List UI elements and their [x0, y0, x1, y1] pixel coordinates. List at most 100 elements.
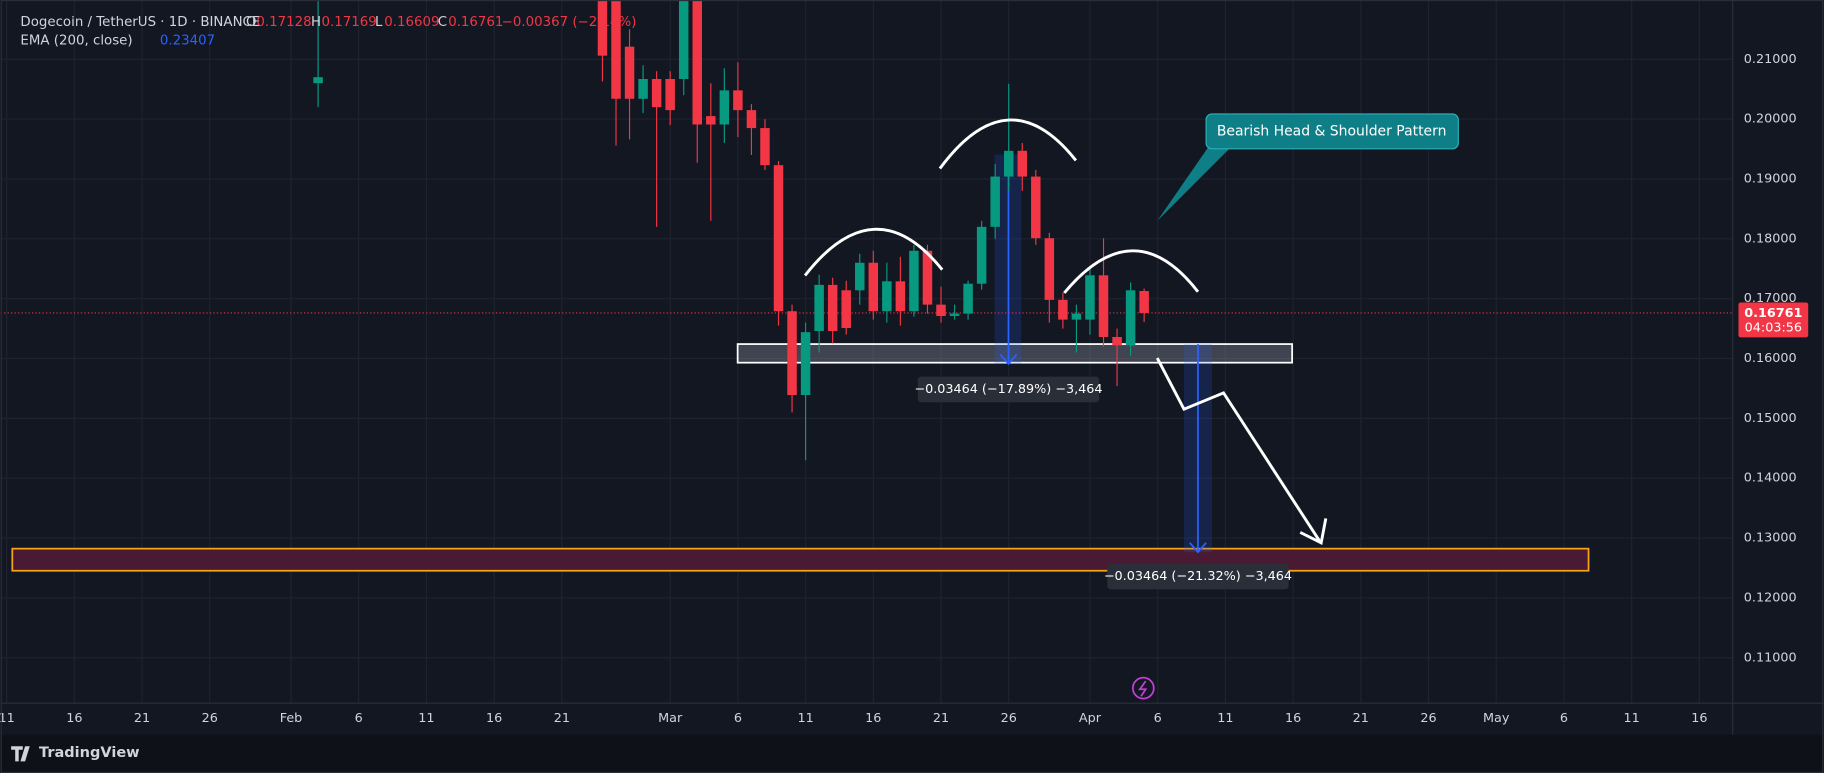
- x-tick-label: May: [1483, 711, 1510, 726]
- candle-body: [949, 313, 960, 317]
- support-zone: [736, 343, 1293, 364]
- measure-arrow: [1189, 542, 1207, 554]
- event-icon[interactable]: [1131, 676, 1155, 700]
- ohlc-label: C: [438, 15, 447, 30]
- ohlc-label: L: [375, 15, 383, 30]
- x-tick-label: 21: [933, 711, 949, 726]
- candle-body: [1003, 150, 1014, 177]
- measure-arrow: [999, 353, 1018, 366]
- last-price-label: 0.16761: [1744, 306, 1802, 321]
- axes: 0.11000 0.12000 0.13000 0.14000 0.15000 0.160…: [0, 52, 1809, 726]
- candle-body: [773, 165, 784, 312]
- grid: [0, 0, 1733, 704]
- candle-body: [976, 226, 987, 284]
- y-tick-label: 0.20000: [1744, 112, 1797, 127]
- x-tick-label: 21: [554, 711, 570, 726]
- x-tick-label: 11: [1217, 711, 1233, 726]
- y-tick-label: 0.11000: [1744, 650, 1797, 665]
- countdown-label: 04:03:56: [1745, 321, 1802, 336]
- x-tick-label: Mar: [658, 711, 683, 726]
- y-tick-label: 0.18000: [1744, 231, 1797, 246]
- candle-body: [1112, 336, 1122, 346]
- x-tick-label: 16: [486, 711, 502, 726]
- symbol-title: Dogecoin / TetherUS · 1D · BINANCE: [20, 15, 260, 30]
- target-zone: [11, 547, 1590, 572]
- candle-body: [1085, 275, 1095, 320]
- candle-body: [1071, 313, 1082, 320]
- candle-body: [909, 250, 919, 312]
- candle-body: [841, 290, 851, 328]
- candle-body: [746, 110, 757, 129]
- indicator-value: 0.23407: [160, 34, 215, 49]
- ohlc-value: 0.16761: [448, 15, 503, 30]
- x-tick-label: 16: [1285, 711, 1301, 726]
- candle-body: [922, 250, 933, 305]
- ohlc-change: −0.00367 (−2.14%): [502, 15, 637, 30]
- left-shoulder: [803, 227, 944, 277]
- x-tick-label: 11: [797, 711, 813, 726]
- candle-body: [665, 79, 675, 111]
- x-tick-label: 11: [1624, 711, 1640, 726]
- y-tick-label: 0.16000: [1744, 351, 1797, 366]
- callout-box: [1205, 113, 1459, 150]
- x-tick-label: 21: [134, 711, 150, 726]
- candle-body: [678, 0, 689, 80]
- x-tick-label: 6: [734, 711, 742, 726]
- candle-body: [1031, 176, 1041, 239]
- head: [938, 118, 1078, 170]
- y-tick-label: 0.12000: [1744, 590, 1797, 605]
- candle-body: [719, 90, 730, 125]
- candle-body: [597, 0, 608, 56]
- last-price-tag: [1738, 302, 1809, 338]
- candle-body: [624, 46, 635, 99]
- projection-arrow: [1155, 357, 1322, 543]
- candle-body: [1139, 290, 1149, 313]
- candle-body: [1044, 238, 1055, 300]
- pattern-drawings: Bearish Head & Shoulder Pattern −0.03464…: [803, 113, 1459, 700]
- brand-name: TradingView: [39, 745, 140, 761]
- arrow-head: [1299, 518, 1328, 546]
- candle-body: [1098, 275, 1109, 337]
- candle-body: [692, 0, 702, 125]
- x-tick-label: Feb: [280, 711, 303, 726]
- candle-body: [868, 262, 879, 312]
- y-tick-label: 0.14000: [1744, 471, 1797, 486]
- candles: [313, 0, 1149, 461]
- y-tick-label: 0.15000: [1744, 411, 1797, 426]
- ohlc-value: 0.17169: [321, 15, 376, 30]
- ohlc-label: H: [311, 15, 321, 30]
- x-tick-label: 11: [0, 711, 15, 726]
- candle-body: [990, 176, 1000, 227]
- ohlc-value: 0.16609: [384, 15, 439, 30]
- x-tick-label: 26: [202, 711, 218, 726]
- right-shoulder: [1063, 249, 1200, 294]
- brand-logo: [11, 746, 30, 762]
- candle-body: [895, 281, 906, 312]
- measure-box: [1107, 563, 1289, 590]
- x-tick-label: 26: [1001, 711, 1017, 726]
- x-tick-label: 6: [355, 711, 363, 726]
- pattern-label: Bearish Head & Shoulder Pattern: [1217, 123, 1447, 139]
- candle-body: [800, 332, 811, 396]
- x-tick-label: 26: [1420, 711, 1436, 726]
- candle-body: [1017, 150, 1027, 177]
- candle-body: [827, 284, 838, 331]
- candle-body: [638, 79, 648, 99]
- indicator-name: EMA (200, close): [20, 34, 132, 49]
- x-tick-label: 11: [418, 711, 434, 726]
- candle-body: [706, 116, 716, 125]
- candle-body: [787, 311, 797, 396]
- ohlc-label: O: [246, 15, 257, 30]
- candle-body: [814, 284, 824, 331]
- x-tick-label: 16: [66, 711, 82, 726]
- y-tick-label: 0.17000: [1744, 291, 1797, 306]
- footer: [0, 734, 1824, 773]
- x-tick-label: 6: [1560, 711, 1568, 726]
- candle-body: [760, 128, 770, 166]
- measure-label: −0.03464 (−17.89%) −3,464: [914, 382, 1102, 397]
- legend-header: Dogecoin / TetherUS · 1D · BINANCE O 0.1…: [20, 15, 636, 49]
- measure-label: −0.03464 (−21.32%) −3,464: [1104, 569, 1292, 584]
